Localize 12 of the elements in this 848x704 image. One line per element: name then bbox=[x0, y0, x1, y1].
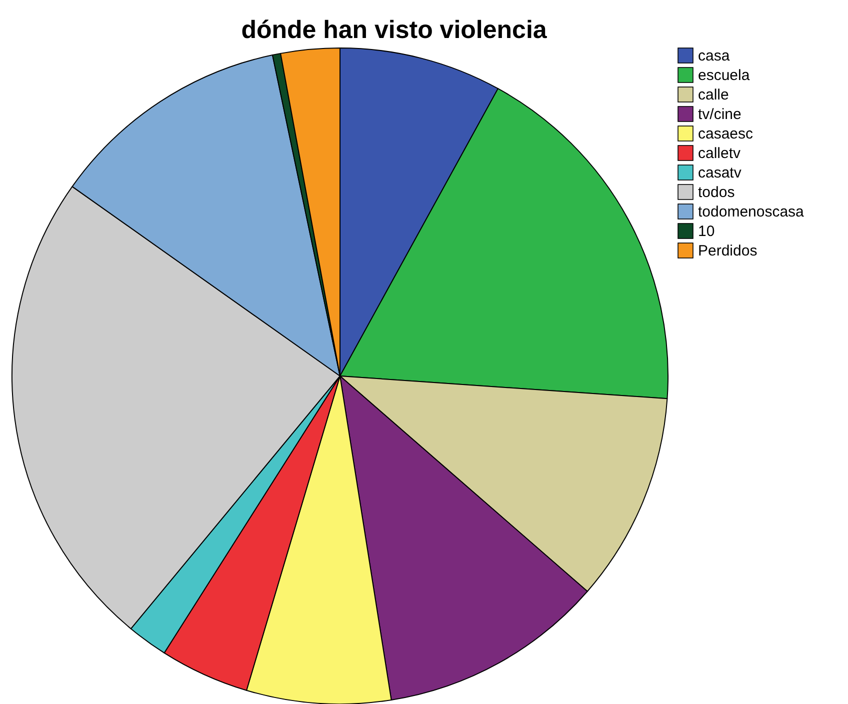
legend-label: calletv bbox=[698, 145, 742, 162]
legend-label: escuela bbox=[698, 67, 750, 84]
legend-label: calle bbox=[698, 86, 729, 104]
legend-label: casaesc bbox=[698, 126, 754, 142]
legend-label: casatv bbox=[698, 164, 742, 182]
legend-label: todomenoscasa bbox=[698, 204, 805, 220]
legend-label: casa bbox=[698, 48, 730, 64]
legend-label: Perdidos bbox=[698, 242, 758, 260]
legend-label: todos bbox=[698, 184, 735, 201]
chart-title: dónde han visto violencia bbox=[241, 16, 548, 44]
legend-label: 10 bbox=[698, 223, 715, 240]
legend-label: tv/cine bbox=[698, 106, 742, 123]
